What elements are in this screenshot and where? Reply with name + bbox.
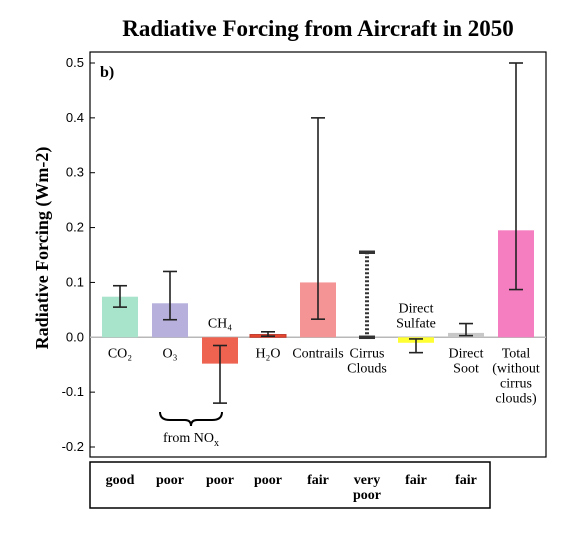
panel-label: b)	[100, 64, 114, 81]
chart-title: Radiative Forcing from Aircraft in 2050	[122, 16, 514, 41]
lou-label: fair	[455, 473, 477, 488]
category-label-total: clouds)	[495, 391, 537, 406]
y-tick-label: 0.4	[66, 110, 84, 125]
y-axis-label: Radiative Forcing (Wm-2)	[32, 147, 53, 350]
lou-label: poor	[206, 473, 234, 488]
brace-label: from NOx	[163, 431, 219, 449]
category-label-co2: CO₂	[108, 346, 132, 361]
y-tick-label: -0.1	[62, 384, 84, 399]
category-label-ch4: CH₄	[208, 316, 232, 331]
category-label-total: cirrus	[500, 376, 532, 391]
nox-brace	[159, 411, 223, 427]
lou-label: poor	[156, 473, 184, 488]
lou-label: poor	[254, 473, 282, 488]
category-label-cirrus: Cirrus	[350, 346, 385, 361]
category-label-soot: Soot	[453, 361, 479, 376]
y-tick-label: -0.2	[62, 439, 84, 454]
category-label-total: Total	[502, 346, 531, 361]
lou-label: good	[106, 473, 135, 488]
lou-label: poor	[353, 488, 381, 503]
brace-label-subscript: x	[214, 438, 219, 449]
plot-frame	[89, 51, 547, 458]
y-tick-label: 0.0	[66, 329, 84, 344]
lou-box	[89, 461, 491, 509]
y-tick-label: 0.2	[66, 220, 84, 235]
lou-label: very	[354, 473, 380, 488]
category-label-o3: O₃	[163, 346, 178, 361]
category-label-h2o: H₂O	[255, 346, 280, 361]
category-label-contrails: Contrails	[292, 346, 343, 361]
lou-label: fair	[307, 473, 329, 488]
y-tick-label: 0.3	[66, 165, 84, 180]
category-label-total: (without	[492, 361, 540, 376]
category-label-cirrus: Clouds	[347, 361, 387, 376]
lou-label: fair	[405, 473, 427, 488]
y-tick-label: 0.5	[66, 55, 84, 70]
category-label-soot: Direct	[449, 346, 484, 361]
category-label-sulfate: Direct	[399, 301, 434, 316]
plot-layer: 0.5 0.4 0.3 0.2 0.1 0.0 -0.1 -0.2 CO₂ O₃ CH₄ H₂O Con…	[62, 55, 546, 454]
y-tick-label: 0.1	[66, 274, 84, 289]
category-label-sulfate: Sulfate	[396, 316, 436, 331]
